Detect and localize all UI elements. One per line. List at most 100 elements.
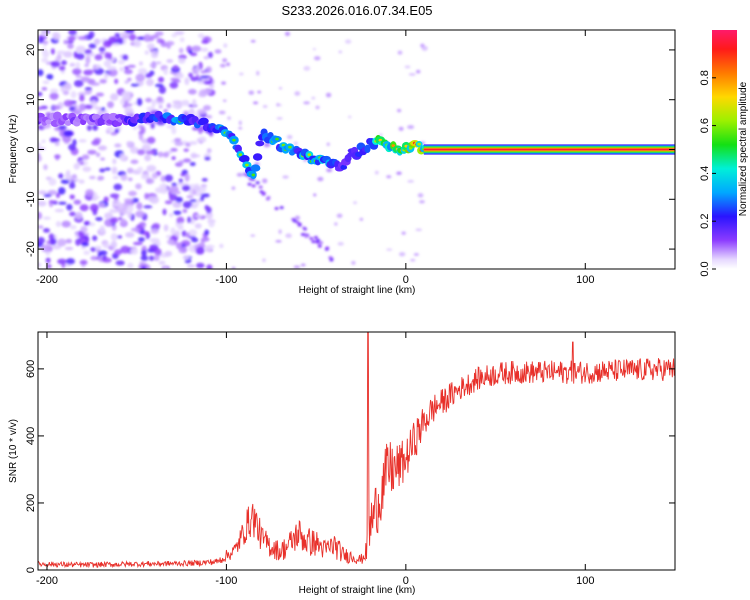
spectrogram-noise-cell <box>205 114 213 119</box>
spectrogram-noise-cell <box>106 66 117 71</box>
spectrogram-noise-cell <box>90 247 97 252</box>
spectrogram-noise-cell <box>141 266 147 269</box>
colorbar-tick-label: 0.4 <box>699 166 711 181</box>
spectrogram-noise-cell <box>138 132 144 141</box>
spectrogram-noise-cell <box>274 206 279 210</box>
spectrogram-noise-cell <box>178 47 184 54</box>
spectrogram-noise-cell <box>190 204 198 209</box>
spectrogram-noise-cell <box>416 69 421 74</box>
spectrogram-y-tick-label: -10 <box>25 191 37 207</box>
spectrogram-noise-cell <box>205 66 212 73</box>
spectrogram-noise-cell <box>100 157 105 161</box>
spectrogram-noise-cell <box>154 83 164 88</box>
spectrogram-noise-cell <box>77 91 87 97</box>
spectrogram-noise-cell <box>195 262 205 269</box>
spectrogram-noise-cell <box>309 236 314 240</box>
spectrogram-noise-cell <box>57 258 67 265</box>
spectrogram-noise-cell <box>180 173 186 177</box>
spectrogram-noise-cell <box>52 138 61 142</box>
spectrogram-noise-cell <box>63 99 73 107</box>
spectrogram-noise-cell <box>172 64 179 71</box>
spectrogram-noise-cell <box>359 217 364 221</box>
spectrogram-ridge-core <box>307 153 312 157</box>
spectrogram-noise-cell <box>38 91 43 97</box>
spectrogram-noise-cell <box>163 266 168 269</box>
snr-y-label: SNR (10 * v/v) <box>8 419 19 483</box>
spectrogram-noise-cell <box>146 106 156 112</box>
spectrogram-noise-cell <box>300 232 305 236</box>
spectrogram-noise-cell <box>91 197 98 202</box>
spectrogram-noise-cell <box>42 30 48 37</box>
spectrogram-noise-cell <box>172 201 182 209</box>
spectrogram-noise-cell <box>94 106 102 110</box>
spectrogram-noise-cell <box>102 39 113 48</box>
spectrogram-noise-cell <box>184 77 190 86</box>
spectrogram-noise-cell <box>90 82 101 86</box>
spectrogram-noise-cell <box>300 263 306 267</box>
spectrogram-noise-cell <box>337 241 344 246</box>
colorbar: 0.0 0.2 0.4 0.6 0.8 Normalized spectral ampl… <box>699 30 749 277</box>
spectrogram-ridge-cell <box>250 164 261 172</box>
spectrogram-noise-cell <box>95 152 101 158</box>
spectrogram-noise-cell <box>166 59 174 63</box>
spectrogram-noise-cell <box>292 219 297 223</box>
spectrogram-noise-cell <box>120 218 126 225</box>
spectrogram-noise-cell <box>238 120 242 126</box>
spectrogram-noise-cell <box>219 243 224 249</box>
spectrogram-noise-cell <box>199 75 210 79</box>
spectrogram-noise-cell <box>199 136 206 142</box>
spectrogram-noise-cell <box>176 216 185 224</box>
spectrogram-noise-cell <box>42 80 50 85</box>
spectrogram-noise-cell <box>43 193 52 198</box>
spectrogram-noise-cell <box>179 37 185 43</box>
spectrogram-noise-cell <box>247 182 252 186</box>
spectrogram-ridge-cell <box>64 120 72 126</box>
spectrogram-noise-cell <box>196 80 206 85</box>
spectrogram-noise-cell <box>172 79 181 83</box>
spectrogram-noise-cell <box>143 205 153 209</box>
spectrogram-noise-cell <box>46 264 52 269</box>
spectrogram-noise-cell <box>138 68 148 75</box>
spectrogram-noise-cell <box>258 185 263 189</box>
spectrogram-noise-cell <box>118 217 123 221</box>
spectrogram-noise-cell <box>196 108 207 115</box>
spectrogram-noise-cell <box>181 246 187 254</box>
spectrogram-noise-cell <box>144 154 152 162</box>
spectrogram-noise-cell <box>84 87 93 91</box>
spectrogram-noise-cell <box>69 182 76 189</box>
spectrogram-noise-cell <box>79 161 85 165</box>
spectrogram-ridge-cell <box>364 144 371 154</box>
spectrogram-noise-cell <box>174 30 185 36</box>
spectrogram-noise-cell <box>75 61 80 70</box>
spectrogram-noise-cell <box>284 31 291 36</box>
spectrogram-x-tick-label: 100 <box>576 274 594 286</box>
spectrogram-noise-cell <box>57 238 67 247</box>
spectrogram-noise-cell <box>398 252 406 257</box>
spectrogram-noise-cell <box>84 49 93 54</box>
spectrogram-noise-cell <box>127 77 132 82</box>
spectrogram-noise-cell <box>103 242 110 249</box>
spectrogram-noise-cell <box>163 224 169 232</box>
spectrogram-ridge-core <box>288 145 292 149</box>
spectrogram-x-tick-label: -100 <box>215 274 237 286</box>
snr-x-label: Height of straight line (km) <box>299 585 416 596</box>
colorbar-gradient <box>712 30 737 269</box>
spectrogram-noise-cell <box>114 128 120 134</box>
spectrogram-noise-cell <box>174 138 182 142</box>
spectrogram-noise-cell <box>63 83 71 89</box>
spectrogram-noise-cell <box>150 50 159 59</box>
spectrogram-noise-cell <box>315 105 320 110</box>
spectrogram-noise-cell <box>89 175 96 180</box>
spectrogram-noise-cell <box>43 164 48 171</box>
spectrogram-noise-cell <box>201 177 208 182</box>
snr-y-ticks: 0 200 400 600 <box>25 360 675 573</box>
spectrogram-noise-cell <box>190 76 199 82</box>
spectrogram-noise-cell <box>170 227 176 235</box>
spectrogram-noise-cell <box>303 101 310 105</box>
spectrogram-noise-cell <box>135 210 145 218</box>
spectrogram-noise-cell <box>137 149 146 156</box>
spectrogram-noise-cell <box>123 103 133 107</box>
spectrogram-noise-cell <box>145 72 153 79</box>
spectrogram-noise-cell <box>104 51 110 59</box>
spectrogram-noise-cell <box>38 211 43 220</box>
